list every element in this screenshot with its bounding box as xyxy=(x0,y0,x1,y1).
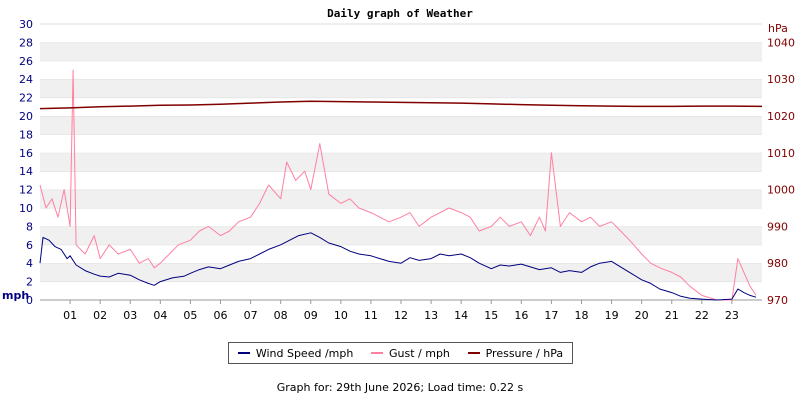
legend-label-gust: Gust / mph xyxy=(389,346,450,360)
grid-band xyxy=(40,281,762,300)
x-tick-label: 10 xyxy=(334,309,348,322)
y-left-tick-label: 6 xyxy=(26,239,33,252)
x-tick-label: 21 xyxy=(665,309,679,322)
x-tick-label: 20 xyxy=(635,309,649,322)
x-tick-label: 03 xyxy=(123,309,137,322)
y-left-tick-label: 26 xyxy=(19,55,33,68)
weather-chart: 01 02 03 04 05 06 07 08 09 10 11 12 13 14 15 16 17 18 19 20… xyxy=(2,7,795,322)
x-axis-ticks: 01 02 03 04 05 06 07 08 09 10 11 12 13 14 15 16 17 18 19 20… xyxy=(63,300,739,322)
y-right-axis-ticks: 970 980 990 1000 1010 1020 1030 1040 xyxy=(767,36,795,307)
legend-swatch-pressure xyxy=(467,352,480,354)
y-left-tick-label: 2 xyxy=(26,276,33,289)
x-tick-label: 11 xyxy=(364,309,378,322)
chart-legend: Wind Speed /mph Gust / mph Pressure / hP… xyxy=(228,342,573,364)
grid-band xyxy=(40,60,762,80)
y-right-tick-label: 970 xyxy=(767,294,788,307)
y-right-tick-label: 990 xyxy=(767,220,788,233)
chart-title: Daily graph of Weather xyxy=(327,7,473,20)
grid-band xyxy=(40,97,762,116)
y-right-unit: hPa xyxy=(768,22,788,35)
series-layer xyxy=(39,69,763,301)
x-tick-label: 13 xyxy=(424,309,438,322)
x-tick-label: 17 xyxy=(544,309,558,322)
y-right-tick-label: 1010 xyxy=(767,147,795,160)
legend-item-gust: Gust / mph xyxy=(371,347,450,360)
legend-label-pressure: Pressure / hPa xyxy=(485,346,564,360)
grid-band xyxy=(40,152,762,172)
grid-band xyxy=(40,226,762,245)
legend-item-wind: Wind Speed /mph xyxy=(237,346,354,360)
x-tick-label: 04 xyxy=(153,309,167,322)
y-right-tick-label: 1020 xyxy=(767,110,795,123)
y-left-tick-label: 22 xyxy=(19,92,33,105)
grid-band xyxy=(40,42,762,61)
y-left-tick-label: 0 xyxy=(26,294,33,307)
grid-band xyxy=(40,134,762,153)
series-line-pressure xyxy=(39,100,763,110)
grid-band xyxy=(40,79,762,98)
legend-swatch-wind xyxy=(237,352,250,354)
x-tick-label: 05 xyxy=(183,309,197,322)
y-left-tick-label: 14 xyxy=(19,165,33,178)
x-tick-label: 08 xyxy=(274,309,288,322)
x-tick-label: 06 xyxy=(214,309,228,322)
legend-item-pressure: Pressure / hPa xyxy=(467,346,564,360)
grid-bands xyxy=(40,23,762,301)
x-tick-label: 01 xyxy=(63,309,77,322)
y-right-tick-label: 1040 xyxy=(767,36,795,49)
legend-label-wind: Wind Speed /mph xyxy=(255,346,354,360)
y-left-tick-label: 4 xyxy=(26,257,33,270)
series-line-wind xyxy=(39,232,757,301)
x-tick-label: 02 xyxy=(93,309,107,322)
x-tick-label: 12 xyxy=(394,309,408,322)
y-left-tick-label: 10 xyxy=(19,202,33,215)
x-tick-label: 19 xyxy=(605,309,619,322)
x-tick-label: 16 xyxy=(514,309,528,322)
y-left-tick-label: 28 xyxy=(19,36,33,49)
x-tick-label: 07 xyxy=(244,309,258,322)
grid-band xyxy=(40,116,762,135)
grid-band xyxy=(40,24,762,43)
x-tick-label: 09 xyxy=(304,309,318,322)
x-tick-label: 22 xyxy=(695,309,709,322)
x-tick-label: 23 xyxy=(725,309,739,322)
footer-status: Graph for: 29th June 2026; Load time: 0.… xyxy=(276,381,524,394)
legend-swatch-gust xyxy=(371,352,383,354)
y-left-tick-label: 24 xyxy=(19,73,33,86)
y-left-tick-label: 20 xyxy=(19,110,33,123)
y-right-tick-label: 1000 xyxy=(767,184,795,197)
grid-band xyxy=(40,263,762,282)
x-tick-label: 14 xyxy=(454,309,468,322)
x-tick-label: 15 xyxy=(484,309,498,322)
y-right-tick-label: 1030 xyxy=(767,73,795,86)
x-tick-label: 18 xyxy=(575,309,589,322)
y-left-tick-label: 12 xyxy=(19,184,33,197)
y-left-unit: mph xyxy=(2,289,29,302)
grid-band xyxy=(40,189,762,208)
y-left-tick-label: 16 xyxy=(19,147,33,160)
y-left-tick-label: 30 xyxy=(19,18,33,31)
series-line-gust xyxy=(39,69,757,301)
grid-band xyxy=(40,244,762,264)
y-right-tick-label: 980 xyxy=(767,257,788,270)
y-left-tick-label: 18 xyxy=(19,128,33,141)
grid-band xyxy=(40,171,762,190)
y-left-tick-label: 8 xyxy=(26,220,33,233)
